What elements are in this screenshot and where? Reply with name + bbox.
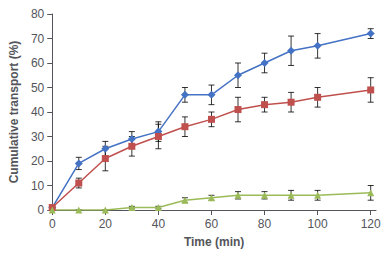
svg-text:40: 40 xyxy=(31,105,45,119)
svg-text:0: 0 xyxy=(49,217,56,231)
svg-text:80: 80 xyxy=(258,217,272,231)
svg-text:40: 40 xyxy=(152,217,166,231)
svg-text:30: 30 xyxy=(31,130,45,144)
svg-text:Time (min): Time (min) xyxy=(184,235,244,249)
svg-text:0: 0 xyxy=(38,203,45,217)
svg-text:60: 60 xyxy=(205,217,219,231)
svg-text:100: 100 xyxy=(308,217,328,231)
svg-text:10: 10 xyxy=(31,179,45,193)
svg-text:20: 20 xyxy=(31,154,45,168)
svg-text:60: 60 xyxy=(31,56,45,70)
svg-text:20: 20 xyxy=(99,217,113,231)
svg-text:70: 70 xyxy=(31,32,45,46)
svg-text:50: 50 xyxy=(31,81,45,95)
svg-text:120: 120 xyxy=(361,217,381,231)
svg-text:80: 80 xyxy=(31,7,45,21)
svg-text:Cumulative transport (%): Cumulative transport (%) xyxy=(7,41,21,184)
